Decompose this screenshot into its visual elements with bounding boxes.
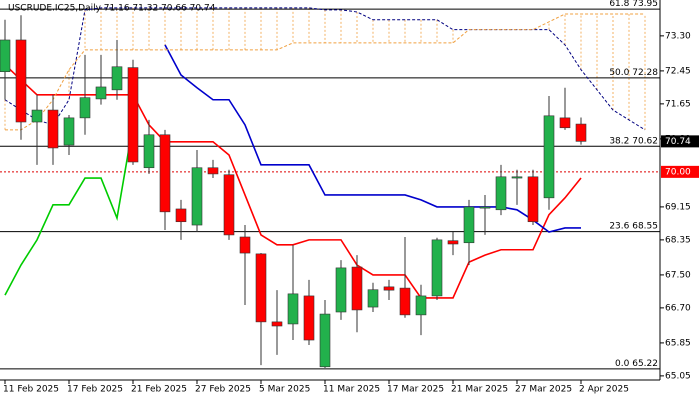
alert-label: 70.00 — [665, 167, 691, 177]
candle-body — [239, 236, 251, 254]
candle-body — [399, 287, 411, 316]
candle-body — [527, 176, 539, 223]
candle-body — [543, 115, 555, 199]
candle-body — [47, 109, 59, 149]
chart-title: USCRUDE.IC25,Daily 71.16 71.32 70.66 70.… — [8, 4, 216, 14]
last-price-box — [661, 135, 699, 148]
candle-body — [319, 313, 331, 368]
fib-level: 0.0 — [615, 358, 630, 368]
candle-body — [287, 293, 299, 325]
y-tick-label: 68.35 — [665, 235, 691, 245]
candle-body — [559, 117, 571, 129]
candle-body — [383, 286, 395, 291]
indicator-line — [4, 7, 646, 131]
fib-level: 50.0 — [609, 67, 629, 77]
y-tick-label: 67.50 — [665, 270, 691, 280]
x-tick-label: 5 Mar 2025 — [259, 385, 310, 395]
fib-label: 23.6 68.55 — [609, 221, 658, 231]
indicator-line — [4, 124, 134, 296]
candle-body — [431, 239, 443, 297]
x-tick-label: 27 Mar 2025 — [515, 385, 572, 395]
x-tick-label: 11 Mar 2025 — [323, 385, 380, 395]
candle-body — [351, 266, 363, 311]
x-tick-label: 21 Feb 2025 — [131, 385, 187, 395]
candle-body — [447, 240, 459, 245]
y-tick-label: 65.85 — [665, 338, 691, 348]
last-price-label: 70.74 — [665, 137, 691, 147]
x-tick-label: 17 Feb 2025 — [67, 385, 123, 395]
x-tick-label: 27 Feb 2025 — [195, 385, 251, 395]
candle-body — [415, 295, 427, 316]
fib-label: 61.8 73.95 — [609, 0, 658, 9]
y-tick-label: 72.45 — [665, 66, 691, 76]
candle-body — [63, 117, 75, 146]
fib-price: 68.55 — [632, 221, 658, 231]
y-tick-label: 73.30 — [665, 31, 691, 41]
candle-body — [511, 176, 523, 179]
fib-price: 73.95 — [632, 0, 658, 9]
alert-box — [661, 165, 699, 178]
candle-body — [255, 253, 267, 323]
fib-label: 0.0 65.22 — [615, 358, 658, 368]
fib-price: 72.28 — [632, 67, 658, 77]
x-tick-label: 11 Feb 2025 — [3, 385, 59, 395]
candle-body — [575, 123, 587, 142]
fib-label: 50.0 72.28 — [609, 67, 658, 77]
fib-level: 23.6 — [609, 221, 629, 231]
candle-body — [159, 134, 171, 213]
candle-body — [191, 167, 203, 226]
candle-body — [111, 66, 123, 91]
candle-body — [463, 206, 475, 244]
candle-body — [303, 295, 315, 341]
candle-body — [175, 208, 187, 223]
candle-body — [127, 67, 139, 163]
candle-body — [79, 97, 91, 119]
y-tick-label: 66.70 — [665, 303, 691, 313]
candle-body — [207, 167, 219, 175]
fib-price: 70.62 — [632, 136, 658, 146]
fib-level: 38.2 — [609, 136, 629, 146]
candle-body — [15, 39, 27, 123]
candle-body — [95, 86, 107, 100]
fib-level: 61.8 — [609, 0, 629, 9]
y-tick-label: 65.05 — [665, 371, 691, 381]
fib-price: 65.22 — [632, 358, 658, 368]
x-tick-label: 2 Apr 2025 — [579, 385, 629, 395]
x-tick-label: 21 Mar 2025 — [451, 385, 508, 395]
candle-body — [271, 321, 283, 327]
candle-body — [31, 109, 43, 123]
y-tick-label: 71.65 — [665, 99, 691, 109]
fib-label: 38.2 70.62 — [609, 136, 658, 146]
indicator-line — [164, 44, 581, 233]
x-tick-label: 17 Mar 2025 — [387, 385, 444, 395]
y-tick-label: 69.15 — [665, 202, 691, 212]
candle-body — [367, 289, 379, 308]
indicator-line — [5, 13, 645, 131]
candle-body — [223, 174, 235, 236]
candle-body — [143, 134, 155, 169]
candle-body — [0, 39, 11, 73]
candle-body — [495, 176, 507, 211]
candle-body — [335, 267, 347, 313]
candle-body — [479, 206, 491, 209]
